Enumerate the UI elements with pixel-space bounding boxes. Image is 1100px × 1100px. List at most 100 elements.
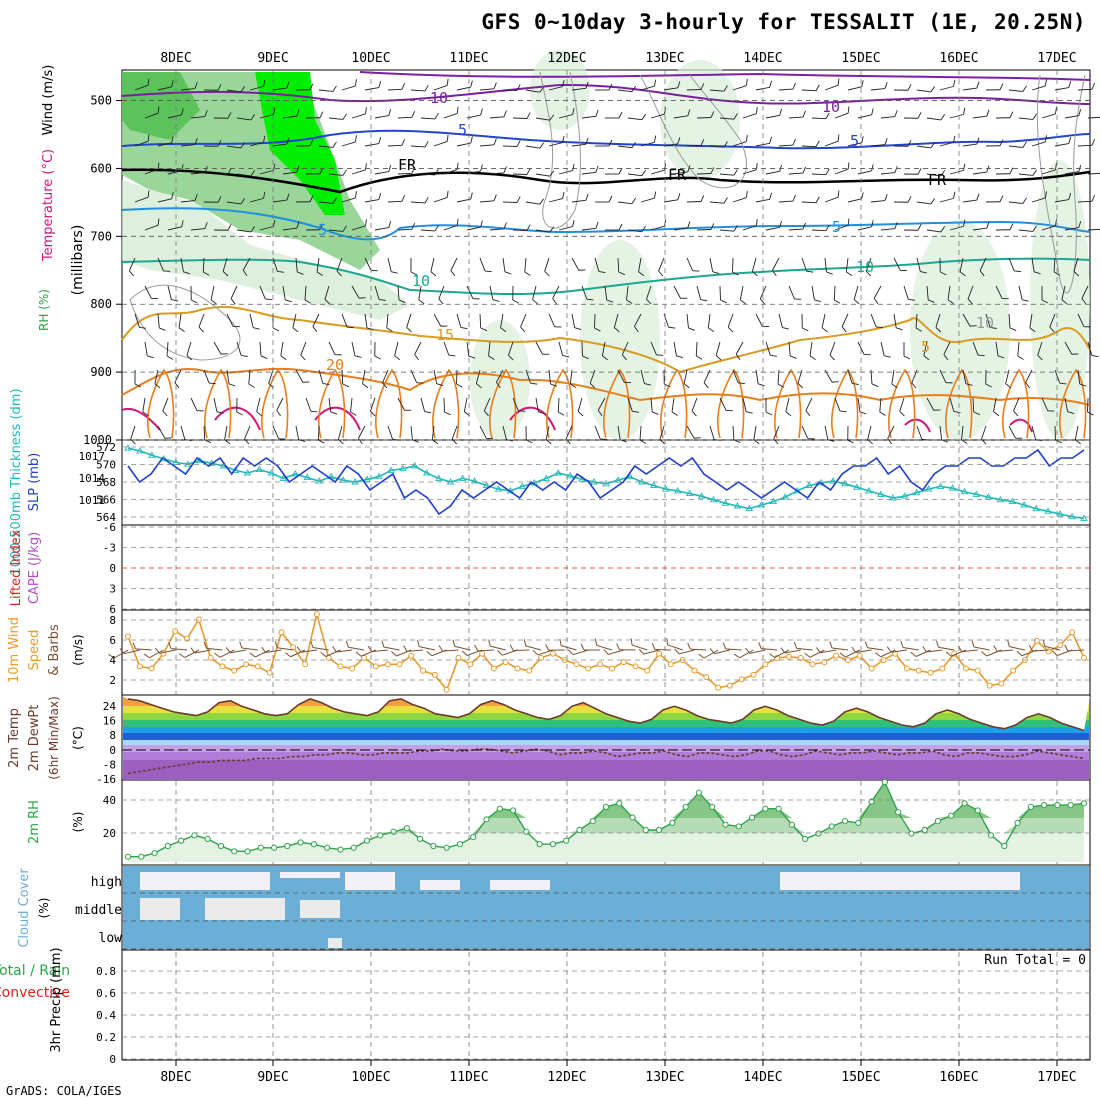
cape-tick-label: 3 — [109, 583, 116, 596]
isotherm-20-tongue-1 — [204, 368, 232, 439]
wind-speed-point — [597, 661, 604, 668]
rh2m-point — [908, 830, 915, 837]
wind10-barb — [168, 642, 188, 651]
wind-barb — [552, 285, 560, 305]
wind-barb — [926, 114, 946, 121]
wind-barb — [226, 198, 246, 205]
wind-barb — [985, 139, 1004, 147]
thickness-point — [422, 469, 431, 476]
wind-barb — [879, 397, 886, 416]
rh2m-point — [881, 778, 888, 786]
precip-tick-label: 0.4 — [96, 1009, 116, 1022]
wind-speed-point — [502, 659, 509, 666]
thickness-point — [924, 485, 933, 492]
wind-barb — [203, 425, 212, 444]
temp2m-label-3: (6hr Min/Max) — [47, 696, 61, 780]
wind-barb — [735, 341, 744, 361]
wind-barb — [650, 397, 659, 415]
wind-barb — [282, 285, 292, 303]
wind-barb — [502, 196, 521, 203]
wind-barb — [328, 397, 338, 415]
wind-barb — [1008, 141, 1027, 148]
wind-barb — [1041, 163, 1057, 175]
wind10-barb — [345, 640, 365, 651]
thickness-point — [303, 473, 312, 481]
wind-barb — [788, 110, 806, 119]
rh2m-point — [178, 837, 185, 844]
wind-barb — [1017, 341, 1024, 360]
wind-barb — [157, 136, 174, 147]
cape-tick-label: 0 — [109, 562, 116, 575]
wind-barb — [847, 136, 864, 147]
wind-barb — [489, 110, 507, 119]
contour-label: FR — [398, 156, 417, 174]
cape-tick-label: -6 — [103, 521, 116, 534]
thickness-point — [1080, 514, 1088, 521]
wind-speed-point — [868, 665, 875, 672]
wind10-barb — [132, 642, 152, 651]
wind-barb — [134, 78, 150, 91]
wind-barb — [811, 112, 830, 120]
wind-barb — [167, 220, 184, 231]
rh2m-point — [602, 803, 610, 810]
wind-barb — [295, 83, 314, 91]
thickness-point — [984, 493, 993, 500]
wind10-barb — [580, 643, 601, 651]
rh2m-point — [244, 848, 251, 855]
wind10-barb — [1028, 645, 1049, 652]
wind-barb — [845, 257, 853, 276]
rh2m-point — [549, 841, 556, 848]
wind-barb — [833, 285, 841, 304]
wind-barb — [479, 138, 497, 147]
wind-barb — [249, 191, 266, 203]
wind-barb — [305, 223, 324, 231]
wind-barb — [128, 257, 136, 277]
wind-speed-point — [384, 661, 391, 668]
wind-speed-point — [915, 667, 922, 674]
wind-barb — [569, 369, 577, 388]
wind-barb — [847, 425, 854, 444]
wind-barb — [167, 164, 184, 175]
wind-barb — [316, 257, 323, 277]
wind-barb — [438, 285, 445, 305]
wind-barb — [962, 193, 980, 203]
wind10-tick-label: 2 — [109, 674, 116, 687]
wind-barb — [203, 196, 222, 203]
wind-barb — [695, 341, 703, 360]
wind10-barb — [936, 640, 955, 651]
wind-barb — [686, 313, 695, 331]
wind-barb — [548, 135, 565, 147]
wind-barb — [341, 313, 354, 329]
thickness-point — [387, 466, 395, 473]
wind-barb — [732, 257, 739, 276]
wind-barb — [489, 285, 500, 302]
wind-barb — [959, 257, 966, 277]
wind-barb — [1018, 113, 1037, 120]
wind-barb — [443, 106, 459, 119]
wind-barb — [1008, 313, 1017, 331]
cape-panel-frame — [121, 524, 1091, 611]
wind-barb — [443, 341, 456, 357]
wind-barb — [857, 108, 874, 119]
thickness-point — [721, 499, 730, 506]
wind-barb — [295, 139, 314, 147]
wind-speed-point — [207, 654, 214, 661]
wind-barb — [755, 80, 772, 91]
wind-barb — [198, 313, 205, 333]
wind-barb — [903, 168, 922, 175]
wind-speed-point — [431, 671, 438, 678]
thickness-point — [602, 479, 610, 487]
cloud-high-gap-4 — [490, 880, 550, 890]
wind-barb — [824, 190, 840, 203]
wind-barb — [947, 285, 954, 305]
wind-barb — [893, 84, 912, 91]
wind-barb — [282, 221, 300, 231]
wind-barb — [673, 165, 691, 175]
wind-barb — [943, 341, 951, 361]
wind-barb — [1008, 197, 1027, 204]
rh2m-point — [204, 835, 211, 842]
wind-barb — [696, 167, 715, 175]
temp-band-1 — [123, 752, 1089, 760]
upper-tick-label: 900 — [90, 365, 112, 379]
wind-barb — [387, 257, 398, 274]
